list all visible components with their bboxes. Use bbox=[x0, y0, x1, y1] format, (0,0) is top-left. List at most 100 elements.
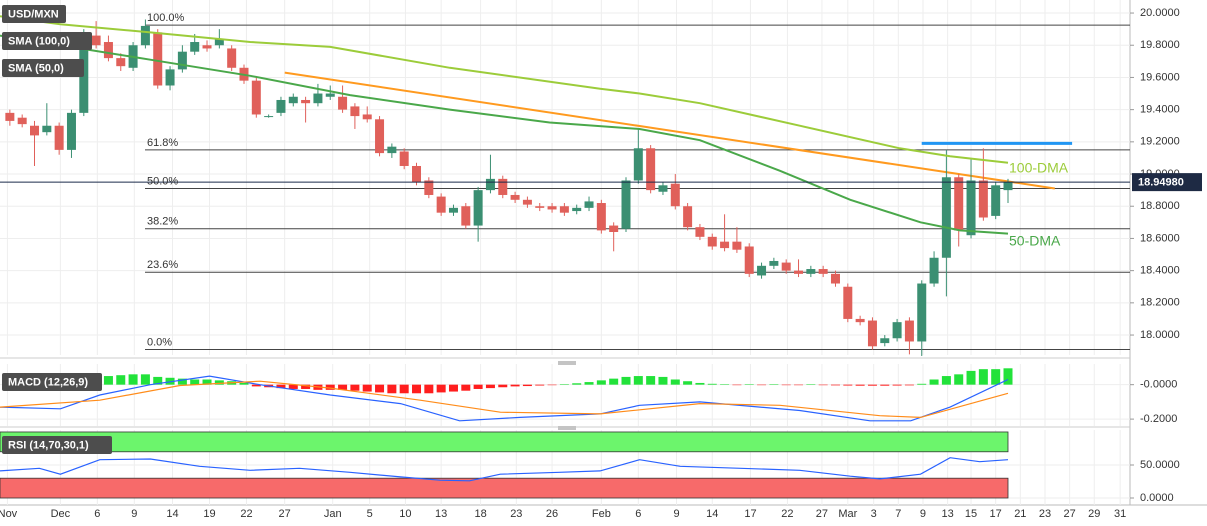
x-tick-label: 13 bbox=[435, 508, 447, 520]
candle-body bbox=[66, 112, 76, 150]
candle-body bbox=[880, 338, 890, 344]
y-tick-label: 50.0000 bbox=[1140, 459, 1180, 471]
x-tick-label: 6 bbox=[94, 508, 100, 520]
fib-level-label: 61.8% bbox=[147, 137, 178, 149]
macd-line bbox=[0, 380, 1009, 419]
legend-box bbox=[2, 373, 102, 391]
x-tick-label: 14 bbox=[166, 508, 178, 520]
macd-histogram-bar bbox=[843, 384, 853, 386]
x-tick-label: 15 bbox=[965, 508, 977, 520]
macd-histogram-bar bbox=[559, 384, 569, 385]
candle-body bbox=[941, 177, 951, 258]
y-tick-label: -0.2000 bbox=[1140, 413, 1177, 425]
candle-body bbox=[325, 93, 335, 97]
x-tick-label: 9 bbox=[131, 508, 137, 520]
x-tick-label: Jan bbox=[324, 508, 342, 520]
macd-histogram-bar bbox=[621, 376, 631, 385]
y-tick-label: 18.0000 bbox=[1140, 329, 1180, 341]
legend-label: USD/MXN bbox=[8, 8, 59, 20]
legend-box bbox=[2, 59, 84, 77]
macd-histogram-bar bbox=[584, 382, 594, 385]
x-tick-label: 23 bbox=[510, 508, 522, 520]
candle-body bbox=[806, 269, 816, 274]
macd-histogram-bar bbox=[818, 384, 828, 386]
macd-histogram-bar bbox=[288, 384, 298, 389]
macd-histogram-bar bbox=[855, 384, 865, 386]
x-tick-label: Feb bbox=[592, 508, 611, 520]
x-tick-label: 29 bbox=[1088, 508, 1100, 520]
macd-histogram-bar bbox=[966, 370, 976, 385]
x-tick-label: 13 bbox=[941, 508, 953, 520]
candle-body bbox=[978, 180, 988, 218]
candle-body bbox=[153, 32, 163, 86]
macd-histogram-bar bbox=[757, 384, 767, 386]
x-tick-label: 18 bbox=[474, 508, 486, 520]
macd-histogram-bar bbox=[177, 378, 187, 385]
candle-body bbox=[338, 96, 348, 110]
macd-histogram-bar bbox=[276, 384, 286, 389]
macd-histogram-bar bbox=[941, 376, 951, 385]
macd-histogram-bar bbox=[338, 384, 348, 390]
candle-body bbox=[830, 273, 840, 284]
candle-body bbox=[387, 146, 397, 154]
candle-body bbox=[535, 206, 545, 208]
candle-body bbox=[670, 183, 680, 207]
candle-body bbox=[658, 185, 668, 192]
macd-histogram-bar bbox=[362, 384, 372, 392]
x-tick-label: 22 bbox=[240, 508, 252, 520]
macd-histogram-bar bbox=[202, 379, 212, 385]
candle-body bbox=[214, 38, 224, 46]
macd-histogram-bar bbox=[830, 384, 840, 386]
macd-histogram-bar bbox=[375, 384, 385, 393]
macd-histogram-bar bbox=[214, 380, 224, 385]
macd-histogram-bar bbox=[991, 369, 1001, 385]
candle-body bbox=[30, 125, 40, 136]
y-tick-label: 18.2000 bbox=[1140, 297, 1180, 309]
last-price-box bbox=[1132, 173, 1202, 192]
candle-body bbox=[757, 265, 767, 276]
macd-histogram-bar bbox=[325, 384, 335, 390]
macd-histogram-bar bbox=[867, 384, 877, 386]
candle-body bbox=[547, 206, 557, 210]
macd-histogram-bar bbox=[904, 384, 914, 386]
y-tick-label: -0.0000 bbox=[1140, 379, 1177, 391]
x-tick-label: 10 bbox=[399, 508, 411, 520]
x-tick-label: 17 bbox=[990, 508, 1002, 520]
candle-body bbox=[855, 318, 865, 323]
legend-box bbox=[2, 436, 112, 454]
x-tick-label: 23 bbox=[1039, 508, 1051, 520]
y-tick-label: 18.4000 bbox=[1140, 265, 1180, 277]
candle-body bbox=[683, 206, 693, 228]
macd-histogram-bar bbox=[153, 376, 163, 385]
macd-histogram-bar bbox=[769, 384, 779, 385]
candle-body bbox=[633, 148, 643, 181]
candle-body bbox=[103, 42, 113, 59]
y-tick-label: 18.6000 bbox=[1140, 232, 1180, 244]
marks-layer bbox=[0, 15, 1130, 499]
x-tick-label: Dec bbox=[51, 508, 71, 520]
macd-histogram-bar bbox=[399, 384, 409, 394]
candle-body bbox=[596, 203, 606, 231]
macd-histogram-bar bbox=[140, 374, 150, 385]
macd-line bbox=[0, 375, 1009, 422]
macd-histogram-bar bbox=[387, 384, 397, 394]
candle-body bbox=[412, 165, 422, 183]
candle-body bbox=[904, 320, 914, 342]
candle-body bbox=[264, 116, 274, 118]
macd-histogram-bar bbox=[448, 384, 458, 392]
macd-histogram-bar bbox=[794, 384, 804, 386]
macd-histogram-bar bbox=[707, 383, 717, 385]
candle-body bbox=[436, 196, 446, 213]
candle-body bbox=[461, 206, 471, 226]
macd-histogram-bar bbox=[781, 384, 791, 386]
candle-body bbox=[818, 269, 828, 274]
x-tick-label: 27 bbox=[279, 508, 291, 520]
candle-body bbox=[288, 96, 298, 104]
candle-body bbox=[485, 178, 495, 191]
macd-histogram-bar bbox=[116, 375, 126, 385]
macd-histogram-bar bbox=[609, 378, 619, 385]
candle-body bbox=[399, 151, 409, 166]
candle-body bbox=[42, 125, 52, 133]
candle-body bbox=[5, 112, 15, 121]
